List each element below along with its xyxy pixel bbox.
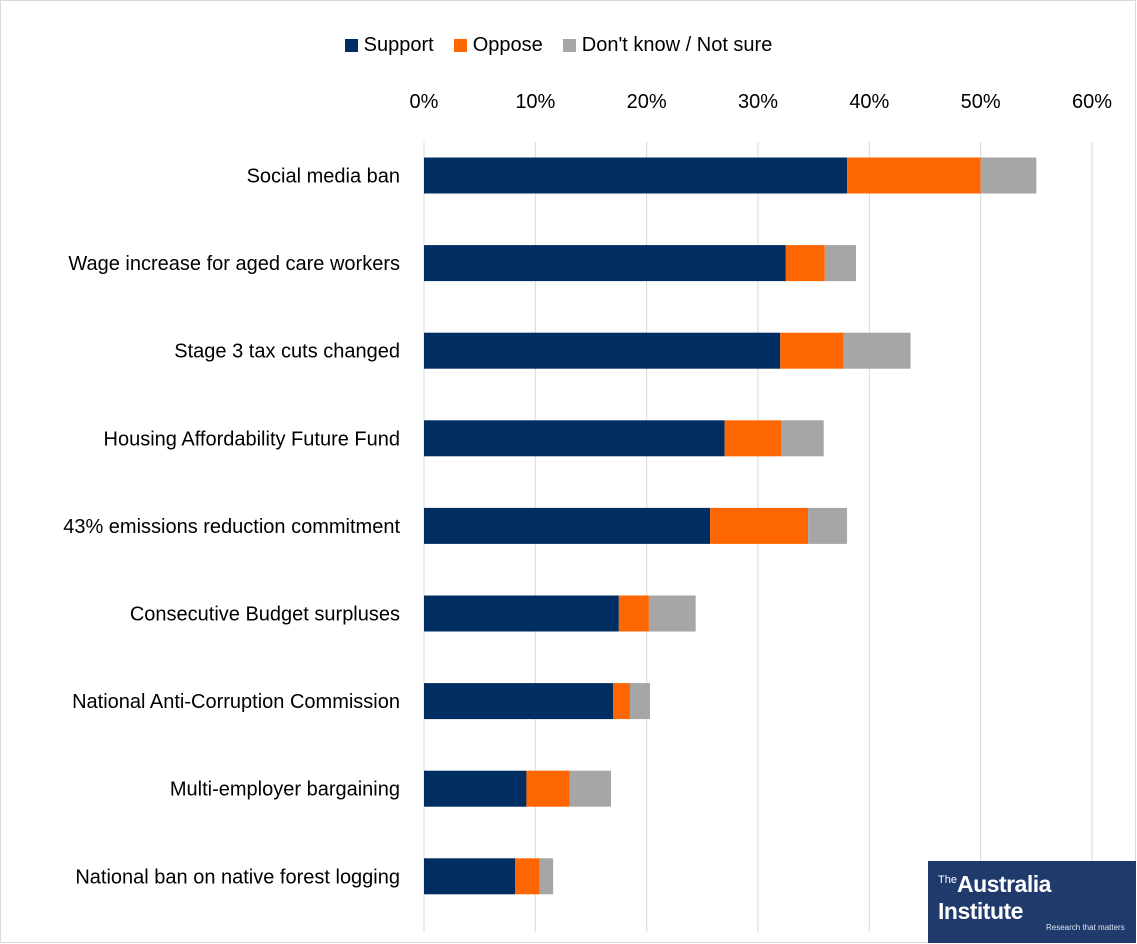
legend-label-dont-know: Don't know / Not sure: [581, 34, 773, 56]
category-label-consecutive-budget-surpluses: Consecutive Budget surpluses: [130, 604, 400, 626]
x-tick-label-40: 40%: [849, 91, 889, 113]
x-tick-label-20: 20%: [627, 91, 667, 113]
bar-oppose-43-emissions-reduction-commitment: [710, 507, 809, 544]
bar-dont-know-stage-3-tax-cuts-changed: [843, 332, 911, 369]
bar-support-stage-3-tax-cuts-changed: [424, 332, 781, 369]
bar-support-43-emissions-reduction-commitment: [424, 507, 711, 544]
bar-support-wage-increase-for-aged-care-workers: [424, 245, 786, 282]
category-labels: Social media ban Wage increase for aged c…: [63, 166, 400, 889]
category-label-multi-employer-bargaining: Multi-employer bargaining: [170, 779, 400, 801]
bar-oppose-national-ban-on-native-forest-logging: [515, 858, 540, 895]
legend-item-support: Support: [344, 34, 434, 57]
legend-label-oppose: Oppose: [472, 34, 543, 56]
chart-legend: Support Oppose Don't know / Not sure: [0, 34, 1137, 57]
category-label-43-emissions-reduction-commitment: 43% emissions reduction commitment: [63, 516, 400, 538]
legend-label-support: Support: [363, 34, 434, 56]
legend-swatch-dont-know: [562, 39, 576, 52]
bar-oppose-stage-3-tax-cuts-changed: [780, 332, 844, 369]
category-label-wage-increase-for-aged-care-workers: Wage increase for aged care workers: [68, 253, 400, 275]
bar-oppose-consecutive-budget-surpluses: [618, 595, 649, 632]
x-tick-label-10: 10%: [515, 91, 555, 113]
bar-support-social-media-ban: [424, 157, 848, 194]
bar-support-national-ban-on-native-forest-logging: [424, 858, 516, 895]
category-label-social-media-ban: Social media ban: [247, 166, 400, 188]
bar-oppose-social-media-ban: [847, 157, 981, 194]
bar-support-housing-affordability-future-fund: [424, 420, 725, 457]
x-axis-ticks: 0% 10% 20% 30% 40% 50% 60%: [410, 91, 1113, 113]
bar-oppose-housing-affordability-future-fund: [724, 420, 782, 457]
bar-dont-know-43-emissions-reduction-commitment: [808, 507, 848, 544]
legend-item-dont-know: Don't know / Not sure: [562, 34, 773, 57]
legend-swatch-support: [344, 39, 358, 52]
x-tick-label-60: 60%: [1072, 91, 1112, 113]
bar-oppose-multi-employer-bargaining: [526, 770, 570, 807]
bar-support-national-anti-corruption-commission: [424, 683, 614, 720]
category-label-stage-3-tax-cuts-changed: Stage 3 tax cuts changed: [174, 341, 400, 363]
bar-dont-know-national-ban-on-native-forest-logging: [539, 858, 554, 895]
bar-dont-know-multi-employer-bargaining: [569, 770, 612, 807]
logo-tagline: Research that matters: [1046, 923, 1125, 932]
x-tick-label-0: 0%: [410, 91, 439, 113]
category-label-national-anti-corruption-commission: National Anti-Corruption Commission: [72, 691, 400, 713]
x-tick-label-50: 50%: [961, 91, 1001, 113]
bar-dont-know-consecutive-budget-surpluses: [648, 595, 696, 632]
logo-superscript: The: [938, 874, 957, 886]
bars: [424, 157, 1037, 895]
legend-item-oppose: Oppose: [453, 34, 543, 57]
bar-dont-know-national-anti-corruption-commission: [629, 683, 651, 720]
bar-dont-know-wage-increase-for-aged-care-workers: [824, 245, 856, 282]
australia-institute-logo: TheAustralia Institute Research that mat…: [928, 861, 1136, 943]
category-label-housing-affordability-future-fund: Housing Affordability Future Fund: [104, 428, 400, 450]
logo-name: Australia Institute: [938, 871, 1051, 924]
bar-support-consecutive-budget-surpluses: [424, 595, 619, 632]
legend-swatch-oppose: [453, 39, 467, 52]
bar-dont-know-social-media-ban: [980, 157, 1037, 194]
category-label-national-ban-on-native-forest-logging: National ban on native forest logging: [75, 866, 400, 888]
x-tick-label-30: 30%: [738, 91, 778, 113]
bar-oppose-wage-increase-for-aged-care-workers: [785, 245, 825, 282]
bar-dont-know-housing-affordability-future-fund: [781, 420, 824, 457]
bar-oppose-national-anti-corruption-commission: [613, 683, 630, 720]
bar-support-multi-employer-bargaining: [424, 770, 527, 807]
